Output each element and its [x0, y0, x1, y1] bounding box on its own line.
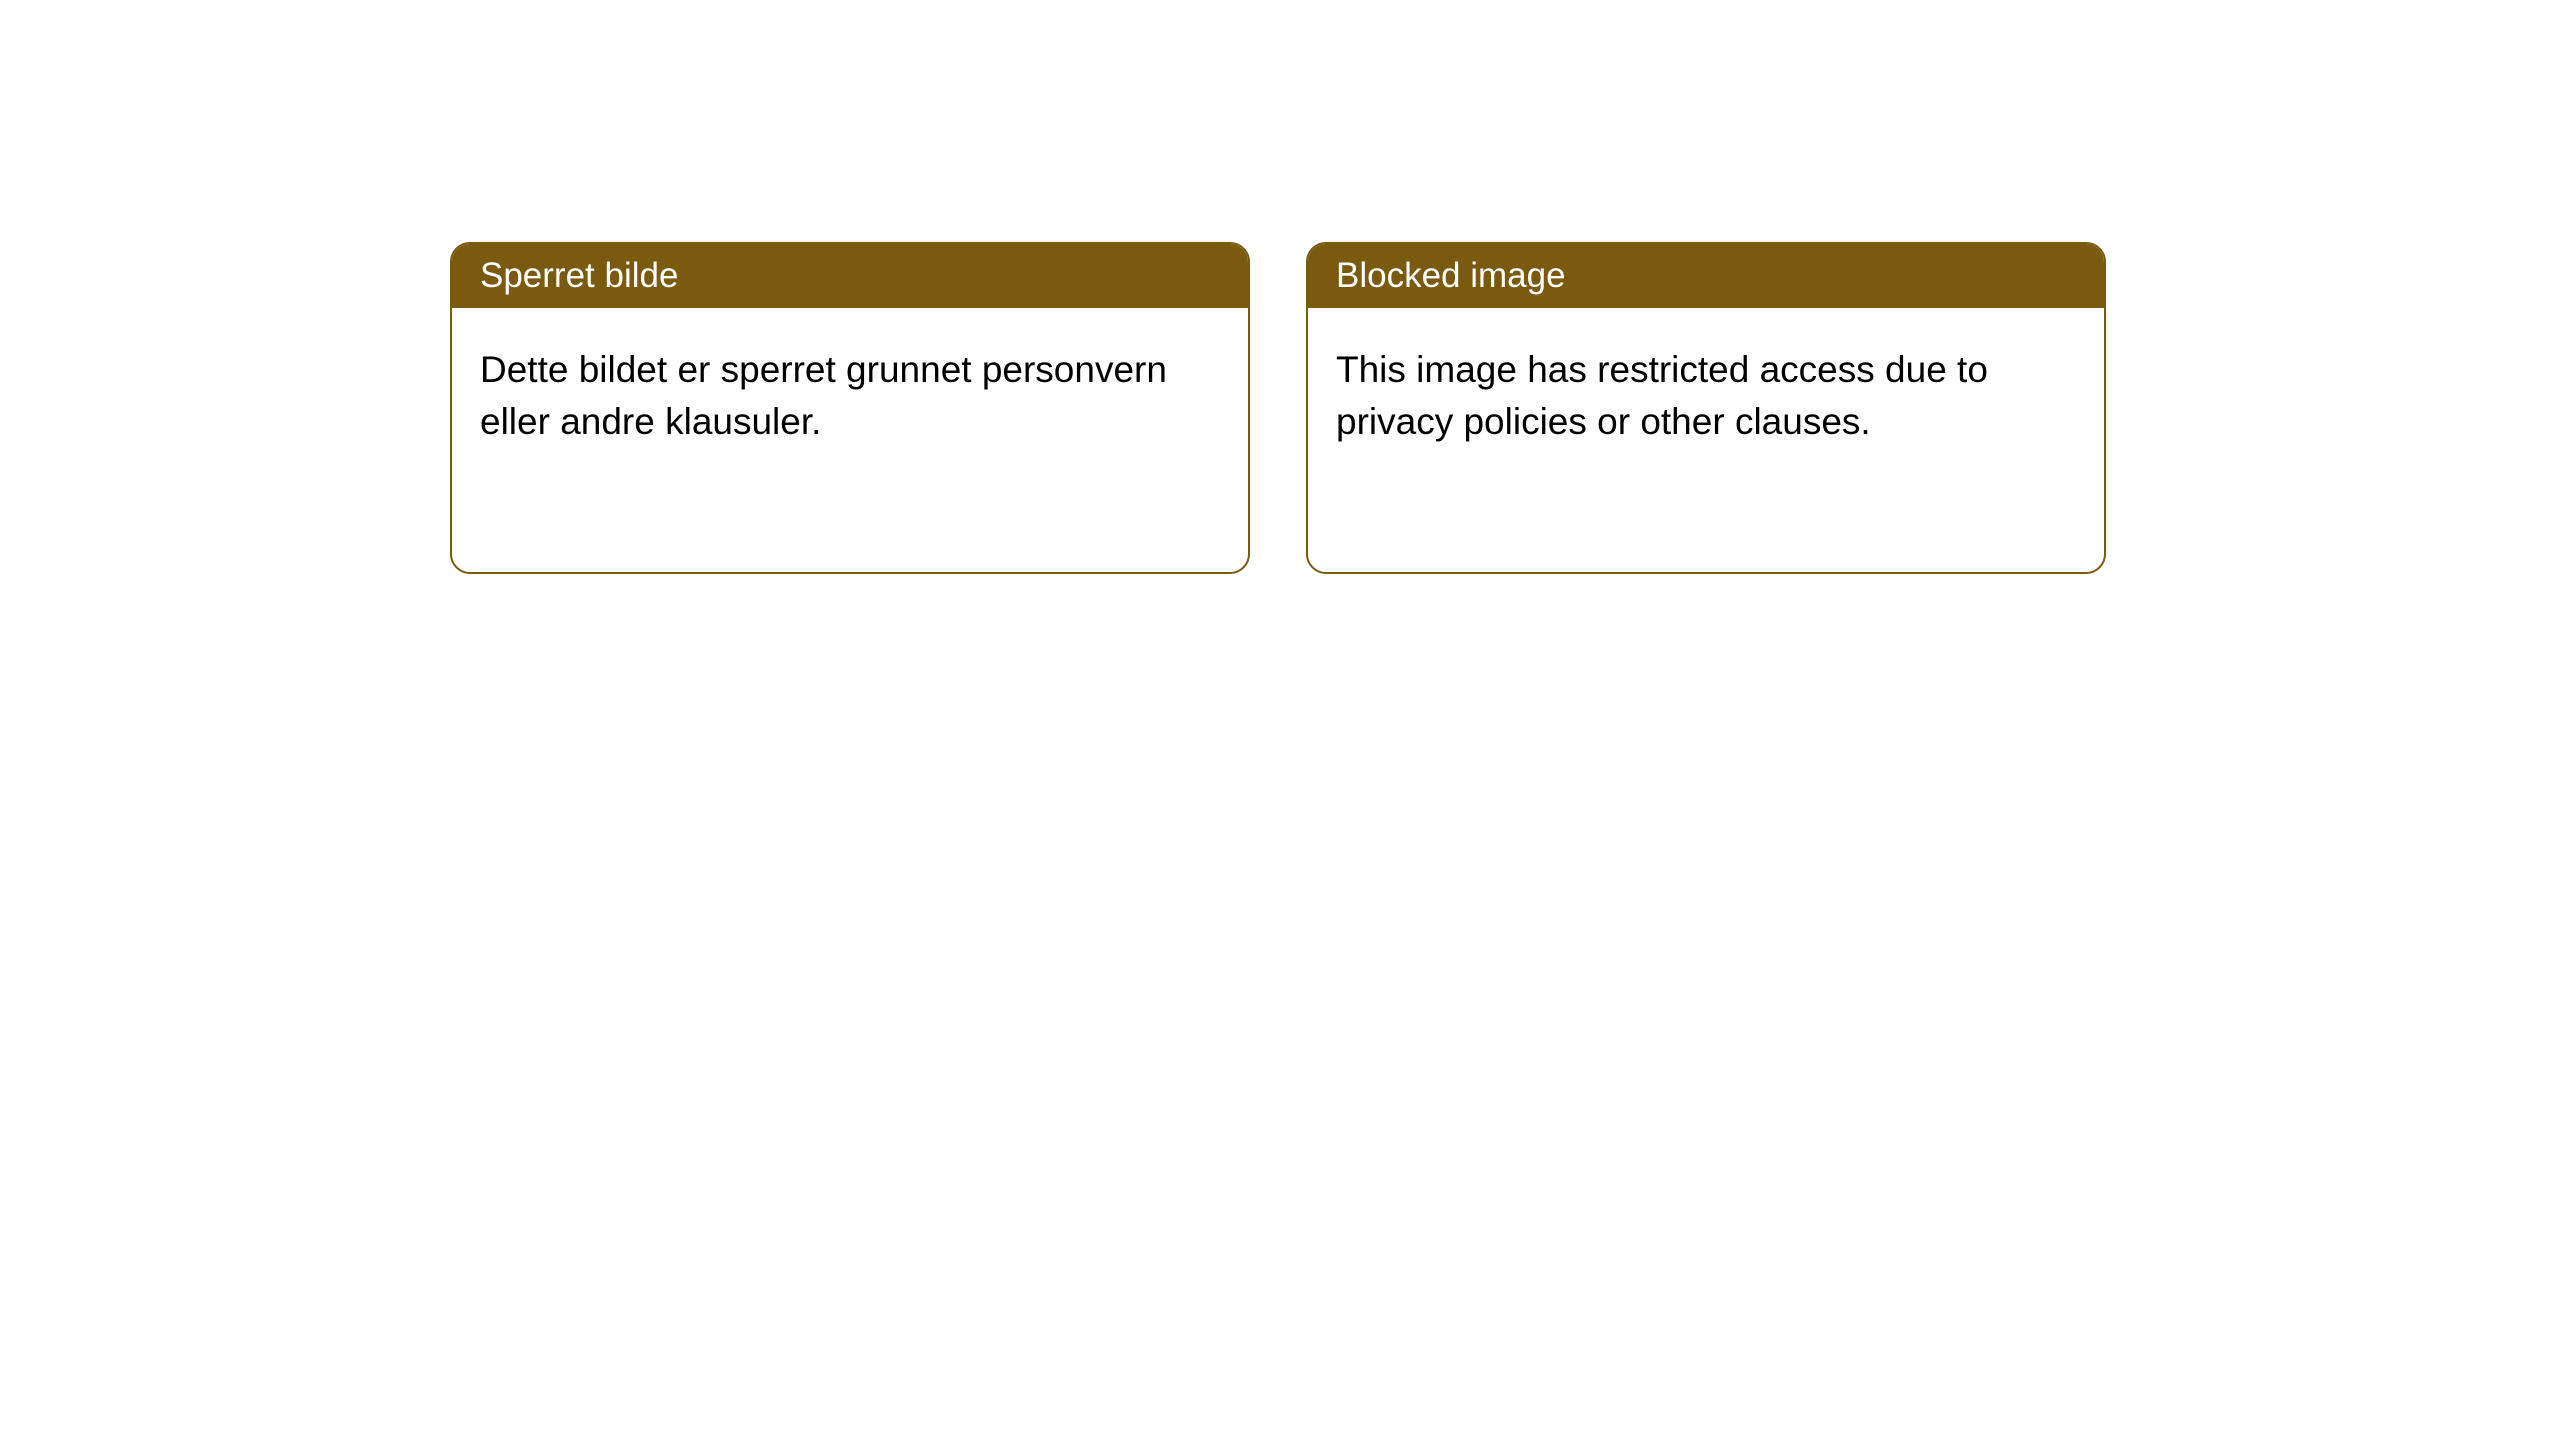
notice-container: Sperret bilde Dette bildet er sperret gr… [0, 0, 2560, 574]
notice-box-english: Blocked image This image has restricted … [1306, 242, 2106, 574]
notice-body: Dette bildet er sperret grunnet personve… [452, 308, 1248, 484]
notice-header: Sperret bilde [452, 244, 1248, 308]
notice-body-text: This image has restricted access due to … [1336, 349, 1988, 442]
notice-title: Sperret bilde [480, 256, 678, 295]
notice-body: This image has restricted access due to … [1308, 308, 2104, 484]
notice-body-text: Dette bildet er sperret grunnet personve… [480, 349, 1167, 442]
notice-box-norwegian: Sperret bilde Dette bildet er sperret gr… [450, 242, 1250, 574]
notice-title: Blocked image [1336, 256, 1566, 295]
notice-header: Blocked image [1308, 244, 2104, 308]
